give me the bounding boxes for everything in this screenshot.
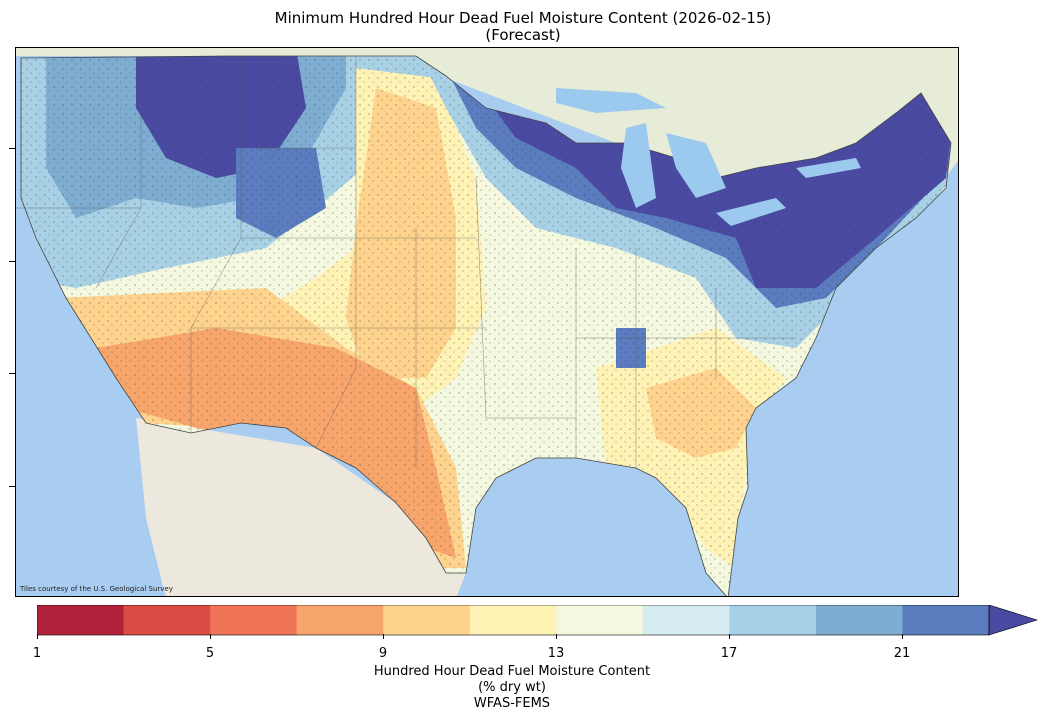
colorbar-segment (902, 605, 990, 635)
y-tick (9, 261, 15, 262)
colorbar-segment (37, 605, 125, 635)
map-credit: Tiles courtesy of the U.S. Geological Su… (20, 585, 173, 593)
colorbar-segment (123, 605, 211, 635)
map-subtitle: (Forecast) (485, 26, 561, 44)
colorbar-tickmark (729, 634, 730, 639)
fuel-moisture-map[interactable]: Tiles courtesy of the U.S. Geological Su… (15, 47, 959, 597)
colorbar-tickmark (383, 634, 384, 639)
colorbar-tick-label: 21 (893, 646, 911, 661)
colorbar-tickmark (37, 634, 38, 639)
colorbar-segment (469, 605, 557, 635)
colorbar-extend-arrow (988, 605, 1039, 636)
colorbar-tick-label: 17 (720, 646, 738, 661)
y-tick (9, 373, 15, 374)
colorbar-tickmark (210, 634, 211, 639)
canada-land (16, 48, 958, 298)
colorbar-tick-label: 1 (32, 646, 42, 661)
colorbar (37, 605, 1039, 636)
colorbar-segment (296, 605, 384, 635)
colorbar-segment (210, 605, 298, 635)
colorbar-tick-label: 9 (378, 646, 388, 661)
colorbar-segment (642, 605, 730, 635)
colorbar-tickmark (556, 634, 557, 639)
colorbar-segment (729, 605, 817, 635)
map-title: Minimum Hundred Hour Dead Fuel Moisture … (274, 9, 772, 27)
colorbar-tick-label: 5 (205, 646, 215, 661)
y-tick (9, 148, 15, 149)
colorbar-segment (556, 605, 644, 635)
colorbar-segment (815, 605, 903, 635)
y-tick (9, 486, 15, 487)
mexico-land (136, 418, 466, 596)
colorbar-label: Hundred Hour Dead Fuel Moisture Content (373, 664, 651, 679)
state-boundaries (16, 56, 796, 468)
colorbar-units: (% dry wt) (478, 680, 546, 695)
great-lakes (556, 88, 861, 226)
map-canvas (16, 48, 958, 596)
colorbar-tick-label: 13 (547, 646, 565, 661)
colorbar-segment (383, 605, 471, 635)
colorbar-source: WFAS-FEMS (473, 696, 551, 711)
colorbar-tickmark (902, 634, 903, 639)
